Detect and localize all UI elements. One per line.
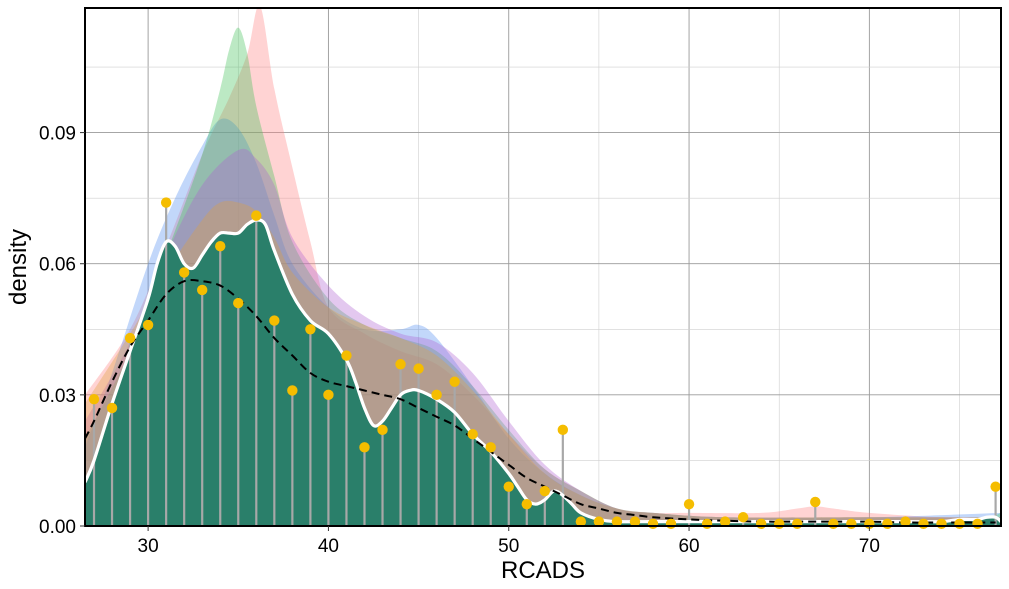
density-point bbox=[719, 516, 731, 527]
smoothed-density-area bbox=[85, 219, 1001, 526]
y-tick-label: 0.09 bbox=[39, 124, 76, 145]
density-point bbox=[395, 359, 406, 370]
density-point bbox=[990, 481, 1001, 492]
x-tick-label: 60 bbox=[678, 536, 699, 557]
density-point bbox=[431, 389, 442, 401]
density-point bbox=[305, 324, 316, 335]
smoothed-density-fill bbox=[85, 219, 1001, 526]
density-point bbox=[701, 518, 713, 530]
x-tick-label: 50 bbox=[498, 536, 519, 557]
density-point bbox=[251, 210, 262, 221]
density-point bbox=[377, 424, 388, 436]
density-point bbox=[611, 516, 623, 527]
density-point bbox=[106, 402, 118, 414]
observed-density-stems bbox=[92, 202, 997, 526]
density-point bbox=[359, 442, 370, 453]
x-tick-label: 70 bbox=[859, 536, 880, 557]
density-point bbox=[882, 518, 893, 530]
density-point bbox=[160, 197, 172, 208]
density-point bbox=[142, 319, 154, 331]
density-point bbox=[557, 424, 569, 436]
y-tick-label: 0.00 bbox=[39, 517, 76, 538]
density-point bbox=[341, 350, 352, 361]
density-point bbox=[810, 496, 821, 508]
y-tick-label: 0.03 bbox=[39, 386, 76, 407]
density-point bbox=[88, 394, 100, 405]
density-point bbox=[665, 518, 677, 530]
density-point bbox=[539, 485, 551, 497]
density-point bbox=[683, 498, 695, 510]
density-point bbox=[918, 518, 929, 530]
density-point bbox=[521, 498, 532, 510]
density-point bbox=[467, 429, 478, 440]
x-tick-label: 30 bbox=[138, 536, 159, 557]
density-point bbox=[449, 376, 460, 387]
density-point bbox=[323, 389, 334, 401]
density-point bbox=[269, 315, 280, 326]
y-axis-ticks: 0.00 0.03 0.06 0.09 bbox=[39, 124, 85, 538]
x-tick-label: 40 bbox=[318, 536, 339, 557]
density-point bbox=[287, 385, 298, 396]
density-point bbox=[485, 442, 496, 453]
density-point bbox=[629, 516, 641, 527]
density-point bbox=[124, 332, 136, 344]
density-point bbox=[737, 512, 749, 523]
density-point bbox=[413, 363, 424, 374]
density-point bbox=[178, 267, 190, 278]
density-point bbox=[647, 518, 659, 530]
density-point bbox=[215, 241, 226, 252]
density-point bbox=[846, 518, 857, 530]
density-point bbox=[792, 518, 803, 530]
density-point bbox=[233, 297, 244, 309]
density-point bbox=[936, 518, 947, 530]
density-point bbox=[197, 284, 208, 296]
density-point bbox=[575, 516, 587, 527]
y-axis-title: density bbox=[5, 229, 32, 305]
density-point bbox=[900, 516, 911, 527]
density-point bbox=[828, 518, 839, 530]
y-tick-label: 0.06 bbox=[39, 255, 76, 276]
density-point bbox=[774, 518, 785, 530]
density-point bbox=[755, 518, 767, 530]
density-point bbox=[954, 518, 965, 530]
density-point bbox=[503, 481, 514, 492]
x-axis-ticks: 30 40 50 60 70 bbox=[138, 526, 880, 557]
x-axis-title: RCADS bbox=[501, 557, 585, 584]
density-point bbox=[972, 518, 983, 530]
plot-frame bbox=[84, 7, 1002, 527]
density-point bbox=[593, 516, 605, 527]
